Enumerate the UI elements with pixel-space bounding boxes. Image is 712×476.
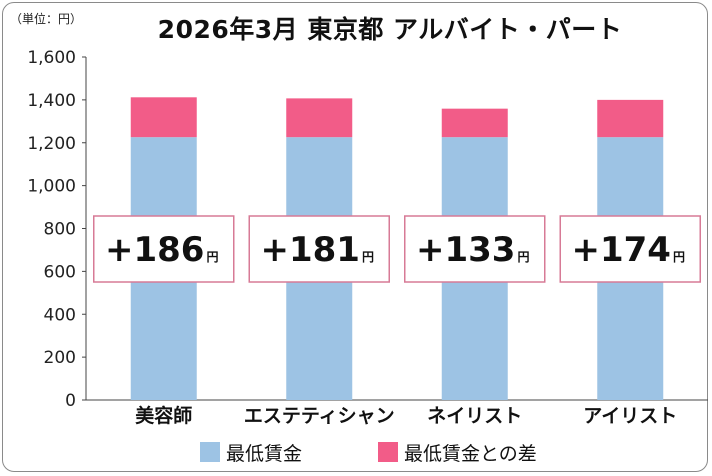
diff-value: +174: [572, 230, 671, 270]
category-label: エステティシャン: [244, 405, 395, 427]
chart-title: 2026年3月 東京都 アルバイト・パート: [157, 15, 623, 44]
category-label: アイリスト: [583, 405, 677, 427]
bar-wage-diff: [441, 108, 508, 138]
bar-wage-diff: [286, 98, 353, 138]
y-tick-label: 1,400: [27, 91, 76, 111]
y-tick-label: 1,000: [27, 177, 76, 197]
diff-unit: 円: [673, 250, 685, 264]
bar-wage-diff: [130, 97, 197, 138]
y-tick-label: 800: [44, 220, 76, 240]
bar-wage-diff: [597, 99, 664, 138]
legend-swatch: [378, 442, 398, 462]
y-tick-label: 1,200: [27, 134, 76, 154]
diff-unit: 円: [517, 250, 529, 264]
y-tick-label: 400: [44, 305, 76, 325]
y-tick-label: 600: [44, 262, 76, 282]
y-tick-label: 0: [65, 391, 76, 411]
diff-callout-label: +181 円: [261, 230, 374, 270]
diff-unit: 円: [362, 250, 374, 264]
diff-callout-box: [559, 215, 701, 283]
diff-value: +133: [416, 230, 515, 270]
diff-callout-box: [248, 215, 390, 283]
y-tick-label: 1,600: [27, 48, 76, 68]
diff-value: +181: [261, 230, 360, 270]
diff-callout-label: +186 円: [105, 230, 218, 270]
diff-callout-box: [404, 215, 546, 283]
diff-callout-label: +133 円: [416, 230, 529, 270]
y-tick-label: 200: [44, 348, 76, 368]
legend-label: 最低賃金: [226, 443, 302, 465]
diff-callout-label: +174 円: [572, 230, 685, 270]
category-label: 美容師: [135, 404, 192, 427]
unit-label: （単位：円）: [10, 12, 83, 26]
legend-swatch: [200, 442, 220, 462]
legend-label: 最低賃金との差: [404, 443, 537, 465]
category-label: ネイリスト: [427, 405, 522, 427]
diff-value: +186: [105, 230, 204, 270]
diff-callout-box: [93, 215, 235, 283]
diff-unit: 円: [206, 250, 218, 264]
